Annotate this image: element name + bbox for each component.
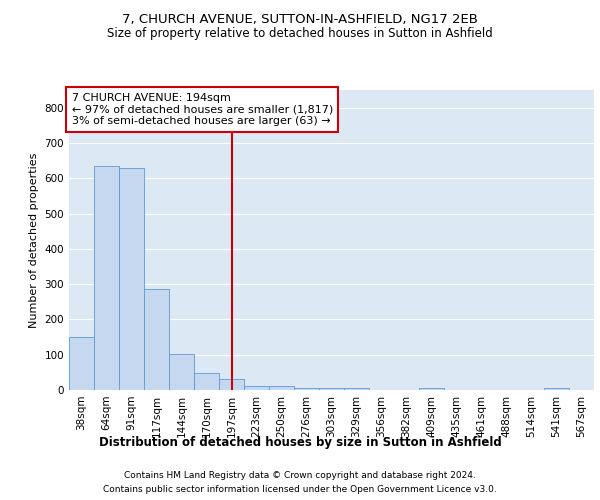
Bar: [69, 337, 94, 390]
Text: Size of property relative to detached houses in Sutton in Ashfield: Size of property relative to detached ho…: [107, 28, 493, 40]
Text: Contains HM Land Registry data © Crown copyright and database right 2024.: Contains HM Land Registry data © Crown c…: [124, 472, 476, 480]
Bar: [544, 388, 569, 390]
Bar: [419, 388, 444, 390]
Bar: [194, 373, 219, 390]
Bar: [344, 388, 369, 390]
Bar: [294, 388, 319, 390]
Text: Contains public sector information licensed under the Open Government Licence v3: Contains public sector information licen…: [103, 484, 497, 494]
Y-axis label: Number of detached properties: Number of detached properties: [29, 152, 39, 328]
Bar: [269, 386, 294, 390]
Bar: [94, 166, 119, 390]
Bar: [319, 388, 344, 390]
Bar: [219, 378, 244, 390]
Text: 7 CHURCH AVENUE: 194sqm
← 97% of detached houses are smaller (1,817)
3% of semi-: 7 CHURCH AVENUE: 194sqm ← 97% of detache…: [71, 93, 333, 126]
Bar: [169, 354, 194, 390]
Bar: [244, 386, 269, 390]
Bar: [144, 290, 169, 390]
Text: Distribution of detached houses by size in Sutton in Ashfield: Distribution of detached houses by size …: [98, 436, 502, 449]
Text: 7, CHURCH AVENUE, SUTTON-IN-ASHFIELD, NG17 2EB: 7, CHURCH AVENUE, SUTTON-IN-ASHFIELD, NG…: [122, 12, 478, 26]
Bar: [119, 168, 144, 390]
